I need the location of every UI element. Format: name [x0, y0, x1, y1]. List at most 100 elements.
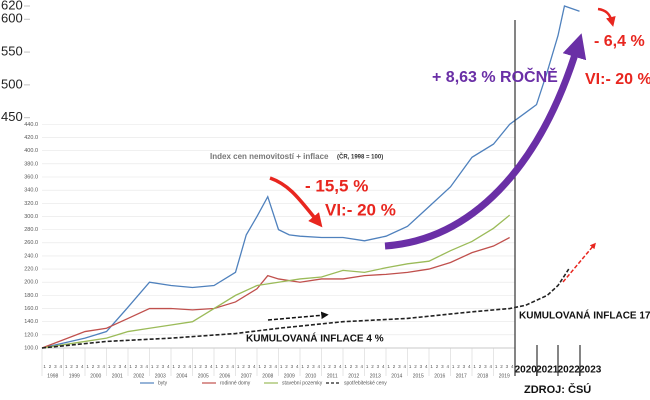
x-tick-label: 2015: [413, 373, 424, 379]
quarter-label: 4: [167, 364, 170, 369]
quarter-label: 1: [129, 364, 132, 369]
quarter-label: 4: [275, 364, 278, 369]
x-tick-label-extended: 2023: [579, 365, 602, 376]
y-tick-label: 160.0: [24, 306, 38, 312]
series-line: [41, 268, 570, 349]
legend-label: stavební pozemky: [282, 380, 323, 386]
y-tick-label: 100.0: [24, 345, 38, 351]
x-tick-label-extended: 2022: [558, 365, 581, 376]
quarter-label: 1: [280, 364, 283, 369]
quarter-label: 4: [103, 364, 106, 369]
quarter-label: 3: [205, 364, 208, 369]
x-tick-label-extended: 2021: [536, 365, 559, 376]
y-tick-label: 360.0: [24, 174, 38, 180]
quarter-label: 1: [323, 364, 326, 369]
quarter-label: 4: [425, 364, 428, 369]
quarter-label: 3: [97, 364, 100, 369]
quarter-label: 1: [258, 364, 261, 369]
quarter-label: 2: [285, 364, 288, 369]
quarter-label: 2: [414, 364, 417, 369]
legend-label: spotřebitelské ceny: [344, 380, 387, 386]
quarter-label: 2: [457, 364, 460, 369]
x-tick-label: 2010: [305, 373, 316, 379]
x-tick-label: 2001: [112, 373, 123, 379]
x-tick-label: 2005: [198, 373, 209, 379]
quarter-label: 1: [344, 364, 347, 369]
quarter-label: 3: [420, 364, 423, 369]
quarter-label: 1: [473, 364, 476, 369]
quarter-label: 1: [86, 364, 89, 369]
annotation: VI:- 20 %: [585, 71, 650, 88]
quarter-label: 3: [312, 364, 315, 369]
quarter-label: 2: [156, 364, 159, 369]
x-tick-label: 2006: [219, 373, 230, 379]
legend-label: rodinné domy: [220, 380, 251, 386]
x-tick-label: 2016: [434, 373, 445, 379]
y-tick-label-major: 550: [1, 43, 23, 58]
quarter-label: 2: [479, 364, 482, 369]
y-tick-label: 280.0: [24, 227, 38, 233]
quarter-label: 2: [350, 364, 353, 369]
quarter-label: 1: [387, 364, 390, 369]
quarter-label: 4: [468, 364, 471, 369]
quarter-label: 1: [301, 364, 304, 369]
x-tick-label-extended: 2020: [515, 365, 538, 376]
y-tick-label: 440.0: [24, 122, 38, 128]
quarter-label: 1: [495, 364, 498, 369]
y-tick-label: 220.0: [24, 267, 38, 273]
y-tick-label: 380.0: [24, 161, 38, 167]
x-tick-label: 2011: [327, 373, 338, 379]
series-line: [41, 236, 510, 349]
quarter-label: 2: [436, 364, 439, 369]
quarter-label: 3: [76, 364, 79, 369]
quarter-label: 2: [328, 364, 331, 369]
quarter-label: 3: [334, 364, 337, 369]
quarter-label: 1: [43, 364, 46, 369]
growth-arrow: [384, 33, 587, 250]
inner-title: Index cen nemovitostí + inflace: [210, 152, 329, 161]
quarter-label: 3: [140, 364, 143, 369]
quarter-label: 2: [242, 364, 245, 369]
x-tick-label: 2004: [176, 373, 187, 379]
x-tick-label: 2009: [284, 373, 295, 379]
quarter-label: 3: [484, 364, 487, 369]
quarter-label: 2: [178, 364, 181, 369]
quarter-label: 2: [221, 364, 224, 369]
quarter-label: 2: [135, 364, 138, 369]
y-tick-label: 400.0: [24, 148, 38, 154]
quarter-label: 2: [70, 364, 73, 369]
y-tick-label: 140.0: [24, 319, 38, 325]
series-line: [41, 214, 511, 349]
y-tick-label: 420.0: [24, 135, 38, 141]
annotation: VI:- 20 %: [325, 200, 396, 219]
quarter-label: 3: [248, 364, 251, 369]
quarter-label: 4: [253, 364, 256, 369]
quarter-label: 4: [447, 364, 450, 369]
y-tick-label-major: 620: [1, 0, 23, 12]
quarter-label: 1: [237, 364, 240, 369]
y-tick-label: 340.0: [24, 188, 38, 194]
quarter-label: 3: [269, 364, 272, 369]
y-tick-label-major: 500: [1, 76, 23, 91]
quarter-label: 3: [291, 364, 294, 369]
x-tick-label: 2000: [90, 373, 101, 379]
plot-area: 100.0 120.0 140.0 160.0 180.0 200.0 220.0 240.0…: [1, 0, 602, 379]
quarter-label: 1: [409, 364, 412, 369]
y-tick-label-major: 600: [1, 11, 23, 26]
legend-label: byty: [158, 380, 168, 386]
quarter-label: 4: [232, 364, 235, 369]
quarter-label: 1: [215, 364, 218, 369]
quarter-label: 4: [339, 364, 342, 369]
quarter-label: 3: [54, 364, 57, 369]
x-tick-label: 2008: [262, 373, 273, 379]
x-tick-label: 2019: [499, 373, 510, 379]
inflation-arrow-2: [562, 242, 596, 283]
quarter-label: 3: [119, 364, 122, 369]
y-tick-label: 320.0: [24, 201, 38, 207]
quarter-label: 4: [490, 364, 493, 369]
inflation-arrow: [267, 311, 329, 321]
quarter-label: 4: [189, 364, 192, 369]
quarter-label: 1: [108, 364, 111, 369]
legend: byty rodinné domy stavební pozemky spotřebi…: [140, 380, 387, 386]
